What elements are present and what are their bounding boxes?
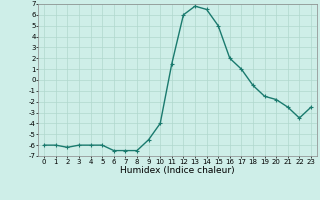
X-axis label: Humidex (Indice chaleur): Humidex (Indice chaleur)	[120, 166, 235, 175]
